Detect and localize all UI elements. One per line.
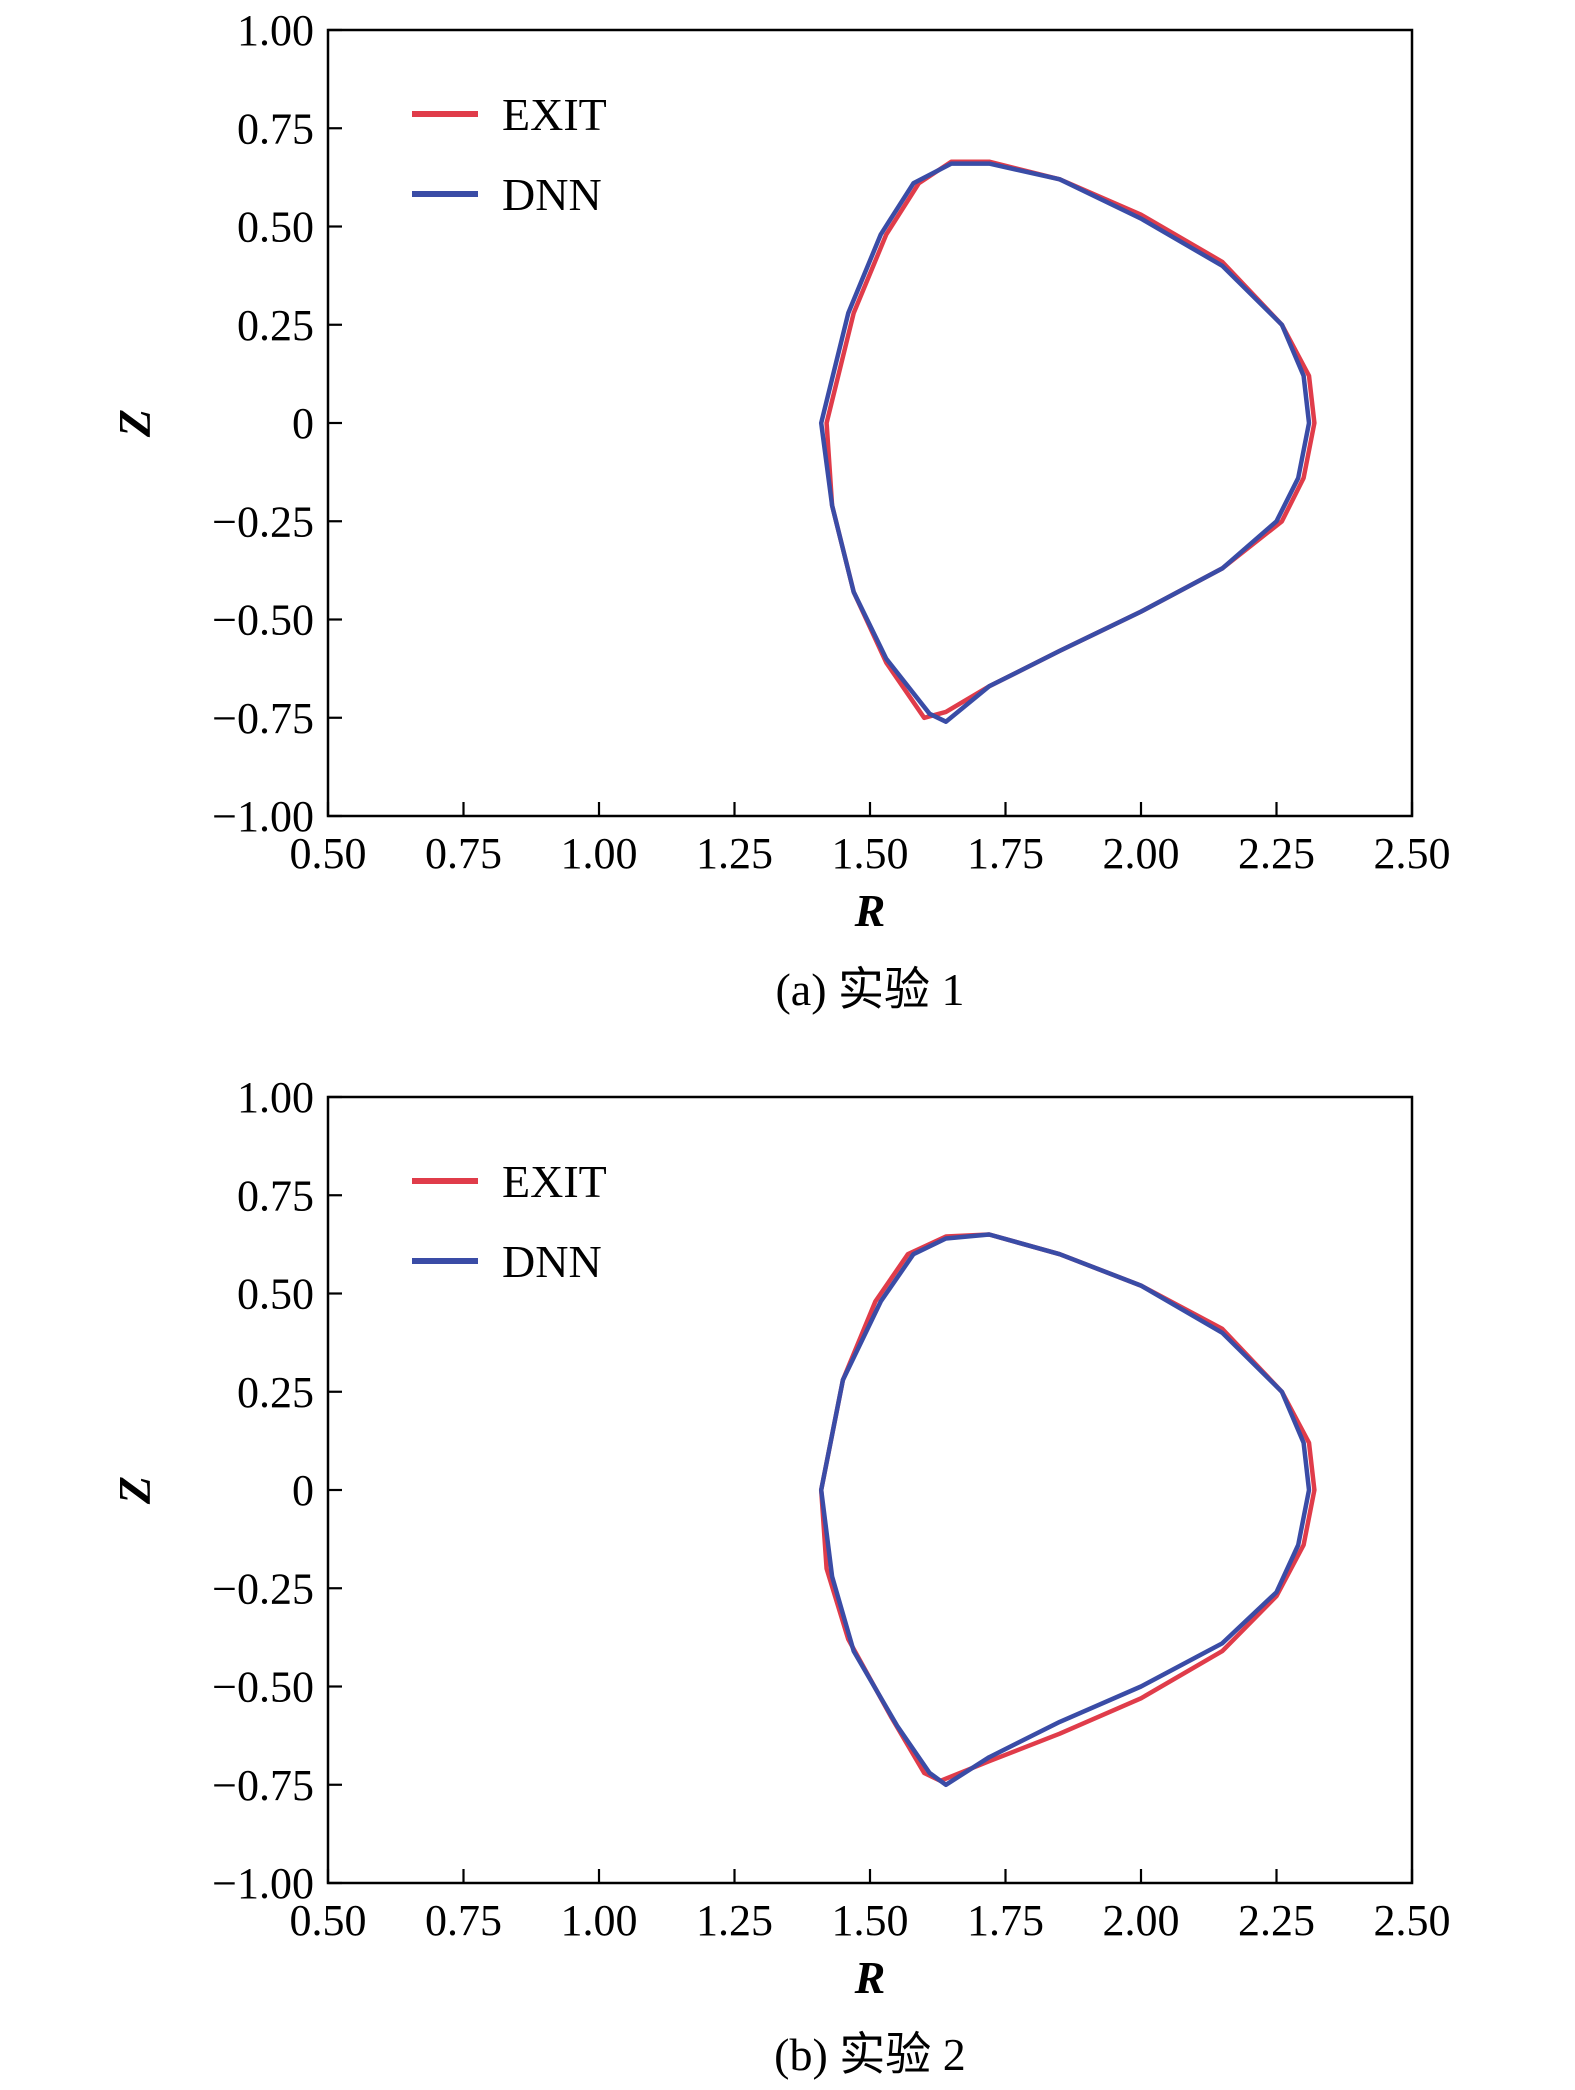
y-tick-label: −0.50 xyxy=(212,596,314,645)
x-tick-label: 2.00 xyxy=(1103,829,1180,878)
y-tick-label: 0.75 xyxy=(237,104,314,153)
series-lines xyxy=(818,159,1317,724)
y-tick-label: 0.50 xyxy=(237,1270,314,1319)
legend-label-exit: EXIT xyxy=(502,89,607,140)
x-tick-label: 1.00 xyxy=(561,829,638,878)
series-line-dnn xyxy=(818,161,1312,724)
legend: EXIT DNN xyxy=(412,1156,607,1287)
axis-ticks: 0.50 0.75 1.00 1.25 1.50 1.75 2.00 2.25 2.50 1.00… xyxy=(212,6,1450,878)
y-tick-label: 0.25 xyxy=(237,1368,314,1417)
x-tick-label: 0.50 xyxy=(290,1896,367,1945)
legend: EXIT DNN xyxy=(412,89,607,220)
y-tick-label: 0.25 xyxy=(237,301,314,350)
y-tick-label: −1.00 xyxy=(212,1859,314,1908)
legend-label-dnn: DNN xyxy=(502,169,602,220)
y-tick-label: −0.50 xyxy=(212,1663,314,1712)
x-tick-label: 2.50 xyxy=(1374,829,1451,878)
y-tick-label: −0.75 xyxy=(212,694,314,743)
series-lines xyxy=(818,1232,1317,1788)
y-tick-label: −0.25 xyxy=(212,1564,314,1613)
y-tick-label: 0.50 xyxy=(237,203,314,252)
axis-ticks: 0.50 0.75 1.00 1.25 1.50 1.75 2.00 2.25 2.50 1.00… xyxy=(212,1073,1450,1945)
x-tick-label: 1.00 xyxy=(561,1896,638,1945)
y-tick-label: 1.00 xyxy=(237,6,314,55)
y-tick-label: 0 xyxy=(292,399,314,448)
x-tick-label: 1.50 xyxy=(832,1896,909,1945)
y-tick-label: −0.75 xyxy=(212,1761,314,1810)
y-tick-label: 0.75 xyxy=(237,1171,314,1220)
x-tick-label: 2.25 xyxy=(1238,829,1315,878)
x-axis-label: R xyxy=(854,1952,886,2003)
x-tick-label: 1.50 xyxy=(832,829,909,878)
y-axis-label: Z xyxy=(109,1476,160,1505)
y-tick-label: 0 xyxy=(292,1466,314,1515)
x-tick-label: 0.50 xyxy=(290,829,367,878)
panel-caption: (b) 实验 2 xyxy=(774,2029,966,2080)
x-tick-label: 1.25 xyxy=(696,1896,773,1945)
y-tick-label: −1.00 xyxy=(212,792,314,841)
y-tick-label: 1.00 xyxy=(237,1073,314,1122)
x-tick-label: 0.75 xyxy=(425,1896,502,1945)
x-tick-label: 2.50 xyxy=(1374,1896,1451,1945)
series-line-dnn xyxy=(818,1232,1312,1788)
x-tick-label: 1.75 xyxy=(967,1896,1044,1945)
x-tick-label: 1.25 xyxy=(696,829,773,878)
panel-caption: (a) 实验 1 xyxy=(775,964,964,1015)
y-tick-label: −0.25 xyxy=(212,497,314,546)
legend-label-exit: EXIT xyxy=(502,1156,607,1207)
x-tick-label: 1.75 xyxy=(967,829,1044,878)
legend-label-dnn: DNN xyxy=(502,1236,602,1287)
panel-a: 0.50 0.75 1.00 1.25 1.50 1.75 2.00 2.25 2.50 1.00… xyxy=(109,6,1451,1015)
y-axis-label: Z xyxy=(109,409,160,438)
x-tick-label: 2.00 xyxy=(1103,1896,1180,1945)
x-axis-label: R xyxy=(854,885,886,936)
x-tick-label: 2.25 xyxy=(1238,1896,1315,1945)
panel-b: 0.50 0.75 1.00 1.25 1.50 1.75 2.00 2.25 2.50 1.00… xyxy=(109,1073,1451,2080)
x-tick-label: 0.75 xyxy=(425,829,502,878)
